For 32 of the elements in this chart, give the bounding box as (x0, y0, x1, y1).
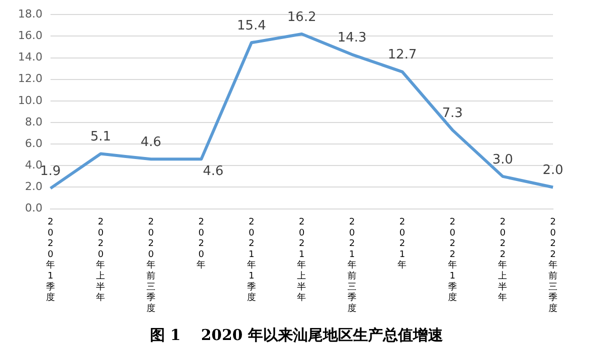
data-label: 5.1 (90, 130, 112, 145)
data-label: 14.3 (338, 30, 366, 46)
y-tick-label: 10.0 (18, 94, 42, 107)
data-label: 2.0 (542, 163, 564, 178)
y-tick-label: 14.0 (18, 50, 42, 64)
x-tick-label: 2022年1季度 (448, 218, 457, 304)
y-tick-label: 2.0 (24, 180, 42, 194)
data-label: 7.3 (442, 106, 463, 121)
data-label: 3.0 (492, 152, 514, 168)
y-tick-label: 8.0 (24, 115, 42, 128)
y-tick-label: 16.0 (18, 29, 42, 42)
data-label: 15.4 (237, 18, 266, 34)
x-tick-label: 2022年上半年 (498, 218, 508, 304)
category-label: 2020年前三季度 (146, 218, 156, 314)
data-label: 16.2 (287, 10, 316, 25)
data-label: 4.6 (202, 164, 224, 180)
y-tick-label: 12.0 (18, 72, 42, 86)
x-tick-label: 2020年1季度 (46, 218, 55, 304)
data-label: 4.6 (140, 135, 162, 150)
x-tick-label: 2021年 (398, 218, 407, 271)
x-tick-label: 2020年 (196, 218, 206, 271)
category-label: 2022年前三季度 (548, 218, 558, 314)
y-tick-label: 0.0 (24, 202, 42, 215)
x-tick-label: 2021年1季度 (246, 218, 256, 304)
y-tick-label: 4.0 (24, 158, 42, 172)
category-label: 2021年前三季度 (347, 218, 356, 314)
y-tick-label: 18.0 (18, 7, 42, 20)
x-tick-label: 2021年上半年 (297, 218, 306, 304)
x-tick-label: 2020年上半年 (96, 218, 106, 304)
data-label: 12.7 (388, 48, 417, 63)
text: 图 1 2020 年以来汕尾地区生产总值增速 (149, 326, 444, 345)
y-tick-label: 6.0 (24, 136, 42, 150)
